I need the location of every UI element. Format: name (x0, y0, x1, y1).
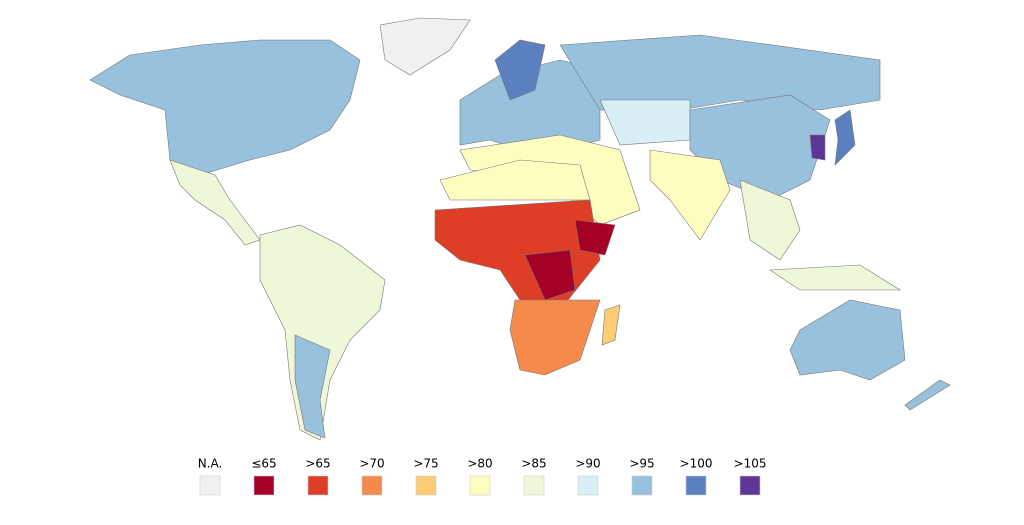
region (89, 39, 361, 176)
legend-label: >100 (680, 457, 713, 471)
legend-label: >80 (467, 457, 492, 471)
legend-label: >70 (359, 457, 384, 471)
legend-label: N.A. (198, 457, 223, 471)
legend-swatch (415, 475, 437, 496)
legend-label: >65 (305, 457, 330, 471)
legend-swatch (361, 475, 383, 496)
legend-label: >95 (629, 457, 654, 471)
region (739, 179, 801, 261)
region (601, 304, 621, 346)
legend-swatch (199, 475, 221, 496)
region (494, 39, 546, 101)
legend-swatch (631, 475, 653, 496)
legend-label: >105 (734, 457, 767, 471)
region (524, 249, 576, 301)
legend-swatch (739, 475, 761, 496)
region (649, 149, 731, 241)
region (169, 159, 261, 246)
region (904, 379, 951, 411)
region (259, 224, 386, 441)
legend-swatch (307, 475, 329, 496)
legend-swatch (523, 475, 545, 496)
legend-label: >90 (575, 457, 600, 471)
legend-swatch (577, 475, 599, 496)
legend-label: >85 (521, 457, 546, 471)
legend: N.A. ≤65 >65 >70 >75 >80 >85 >90 >95 >100 >105 (198, 457, 767, 496)
region (559, 34, 881, 111)
legend-swatch (253, 475, 275, 496)
region (379, 17, 471, 76)
legend-label: >75 (413, 457, 438, 471)
legend-swatch (685, 475, 707, 496)
region (509, 299, 601, 376)
region (294, 334, 331, 439)
region (599, 99, 691, 146)
region (809, 134, 826, 161)
region (769, 264, 902, 291)
legend-swatch (469, 475, 491, 496)
region (574, 219, 616, 256)
region (689, 94, 831, 201)
region (439, 159, 591, 201)
legend-label: ≤65 (251, 457, 276, 471)
region (789, 299, 906, 381)
map-regions (89, 17, 951, 441)
region (834, 109, 856, 166)
region (434, 199, 601, 311)
